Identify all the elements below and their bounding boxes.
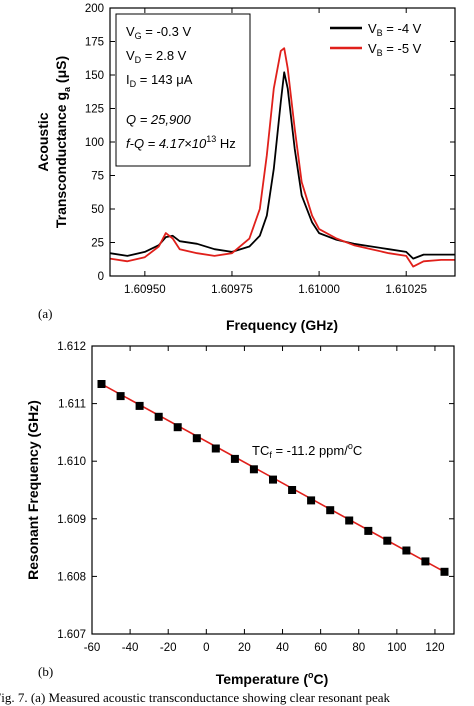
panel-b-data-point (211, 444, 220, 453)
panel-b-xtick-label: 80 (352, 642, 365, 654)
panel-b-data-point (345, 516, 354, 525)
panel-a-ytick-label: 75 (91, 171, 104, 183)
panel-a-ytick-label: 200 (85, 3, 104, 15)
panel-a-plot-frame (109, 7, 456, 277)
panel-b-ytick-label: 1.607 (57, 629, 86, 641)
panel-b-xtick-label: 100 (387, 642, 406, 654)
panel-a-chart: 1.60950 1.60975 1.61000 1.61025 0 25 50 75 100 12… (35, 3, 456, 333)
panel-b-xtick-label: -60 (84, 642, 101, 654)
panel-a-ylabel-line2: Transconductance ga (μS) (53, 56, 72, 228)
figure-caption: Fig. 7. (a) Measured acoustic transcondu… (0, 690, 390, 705)
annotation-fq: f-Q = 4.17×1013 Hz (126, 134, 236, 151)
panel-a-xtick-label: 1.61025 (385, 284, 427, 296)
panel-b-series (97, 380, 449, 576)
panel-b-data-point (421, 557, 430, 566)
panel-b-data-point (269, 475, 277, 484)
panel-b-data-point (192, 434, 201, 443)
panel-a-annotation-box (115, 13, 251, 167)
panel-a-ytick-label: 150 (85, 70, 104, 82)
legend-label-vb5: VB = -5 V (368, 41, 422, 58)
panel-b-data-point (383, 536, 392, 545)
annotation-id: ID = 143 μA (126, 72, 193, 89)
panel-a-xtick-label: 1.61000 (298, 284, 340, 296)
panel-b-data-point (364, 526, 373, 535)
panel-a-xtick-label: 1.60950 (124, 284, 166, 296)
panel-b-xtick-label: 40 (276, 642, 289, 654)
panel-a-ytick-label: 25 (91, 238, 104, 250)
panel-b-data-point (116, 392, 125, 401)
panel-b-chart: -60 -40 -20 0 20 40 60 80 100 120 1.607 1.608 1.609 1… (25, 341, 455, 687)
panel-a-ticks: 1.60950 1.60975 1.61000 1.61025 0 25 50 75 100 12… (85, 3, 455, 296)
panel-a-ytick-label: 0 (98, 271, 104, 283)
panel-b-ytick-label: 1.610 (57, 456, 86, 468)
panel-a-series-line-vb4 (109, 71, 455, 260)
panel-b-data-point (402, 546, 411, 555)
annotation-vd: VD = 2.8 V (126, 48, 187, 65)
panel-b-ticks: -60 -40 -20 0 20 40 60 80 100 120 1.607 1.608 1.609 1… (57, 341, 454, 654)
panel-b-data-point (326, 506, 335, 515)
panel-b-data-point (97, 380, 106, 388)
panel-a-ytick-label: 125 (85, 104, 104, 116)
panel-b-ytick-label: 1.612 (57, 341, 86, 353)
panel-a-ytick-label: 175 (85, 37, 104, 49)
panel-b-data-point (307, 496, 316, 505)
panel-b-data-point (288, 486, 297, 494)
panel-b-xtick-label: 20 (238, 642, 251, 654)
panel-a-series-line-vb5 (109, 47, 455, 268)
panel-b-data-point (154, 412, 163, 421)
annotation-q: Q = 25,900 (126, 112, 191, 127)
panel-b-data-point (135, 401, 144, 410)
panel-a-legend: VB = -4 V VB = -5 V (330, 21, 422, 58)
panel-b-data-point (173, 423, 182, 432)
panel-b-label: (b) (38, 664, 53, 679)
panel-b-xtick-label: -20 (160, 642, 177, 654)
panel-a-label: (a) (38, 306, 52, 321)
panel-b-xlabel: Temperature (oC) (216, 670, 329, 687)
panel-b-ytick-label: 1.608 (57, 571, 86, 583)
panel-a-ylabel-line1: Acoustic (35, 112, 51, 171)
panel-a-ytick-label: 50 (91, 204, 104, 216)
legend-label-vb4: VB = -4 V (368, 21, 422, 38)
panel-b-data-point (249, 465, 258, 474)
panel-b-annotation-tcf: TCf = -11.2 ppm/oC (252, 441, 362, 460)
panel-b-ylabel: Resonant Frequency (GHz) (25, 400, 41, 580)
panel-a-xtick-label: 1.60975 (211, 284, 253, 296)
panel-a-xlabel: Frequency (GHz) (226, 317, 338, 333)
panel-b-data-point (440, 567, 449, 576)
panel-b-xtick-label: 120 (425, 642, 444, 654)
panel-b-xtick-label: 60 (314, 642, 327, 654)
annotation-vg: VG = -0.3 V (126, 24, 192, 41)
panel-a-series (109, 47, 455, 268)
panel-b-data-point (230, 454, 239, 463)
panel-b-xtick-label: -40 (122, 642, 139, 654)
panel-b-plot-frame (91, 345, 455, 635)
panel-b-ytick-label: 1.611 (58, 399, 86, 411)
panel-a-ytick-label: 100 (85, 137, 104, 149)
panel-b-ytick-label: 1.609 (57, 514, 86, 526)
panel-b-xtick-label: 0 (203, 642, 209, 654)
